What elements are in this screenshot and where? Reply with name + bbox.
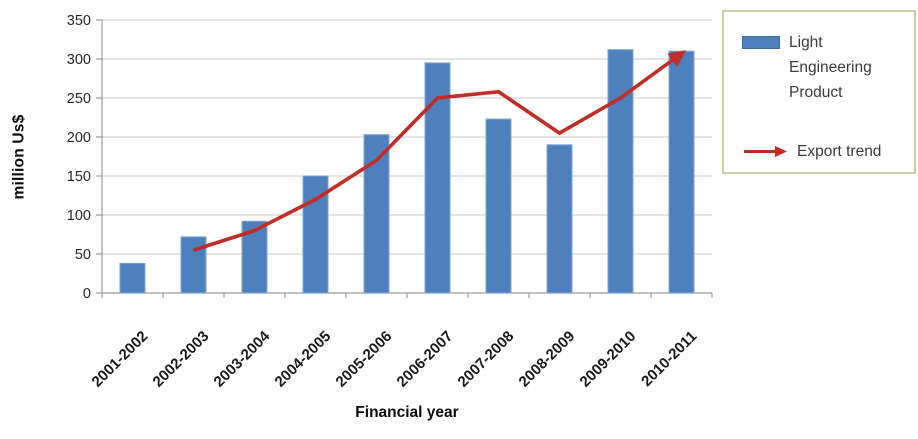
bar-2002-2003	[180, 236, 207, 294]
legend-label-line: Export trend	[797, 143, 882, 160]
x-tick-label: 2010-2011	[638, 328, 700, 390]
x-tick-label: 2002-2003	[150, 328, 213, 391]
bar-swatch-icon	[742, 36, 780, 49]
x-tick-label: 2006-2007	[394, 328, 457, 391]
bar-2008-2009	[546, 144, 573, 294]
bar-2006-2007	[424, 62, 451, 294]
x-tick-label: 2008-2009	[516, 328, 579, 391]
arrow-right-icon	[744, 146, 787, 157]
x-tick-label: 2004-2005	[272, 328, 335, 391]
legend: Light Engineering Product Export trend	[722, 10, 916, 174]
y-tick-label: 200	[67, 130, 91, 146]
x-tick-label: 2003-2004	[211, 327, 274, 390]
y-tick-label: 100	[67, 208, 91, 224]
y-tick-label: 350	[67, 13, 91, 29]
y-tick-label: 0	[83, 286, 91, 302]
legend-item-bar: Light Engineering Product	[742, 30, 908, 105]
x-tick-label: 2001-2002	[89, 328, 152, 391]
x-tick-label: 2005-2006	[333, 328, 396, 391]
y-tick-label: 150	[67, 169, 91, 185]
y-tick-label: 50	[75, 247, 91, 263]
y-tick-label: 250	[67, 91, 91, 107]
bar-2007-2008	[485, 118, 512, 294]
y-axis-title-box: million Us$	[2, 20, 36, 293]
y-tick-label: 300	[67, 52, 91, 68]
bar-2010-2011	[668, 50, 695, 294]
bar-2001-2002	[119, 262, 146, 294]
legend-item-line: Export trend	[742, 139, 908, 164]
x-axis-title: Financial year	[355, 404, 459, 421]
x-tick-label: 2007-2008	[455, 328, 518, 391]
y-axis-title: million Us$	[10, 114, 28, 199]
bar-2005-2006	[363, 134, 390, 294]
export-trend-line	[192, 50, 687, 252]
legend-label-bar: Light Engineering Product	[789, 34, 872, 101]
x-tick-label: 2009-2010	[577, 328, 640, 391]
bar-2009-2010	[607, 49, 634, 294]
